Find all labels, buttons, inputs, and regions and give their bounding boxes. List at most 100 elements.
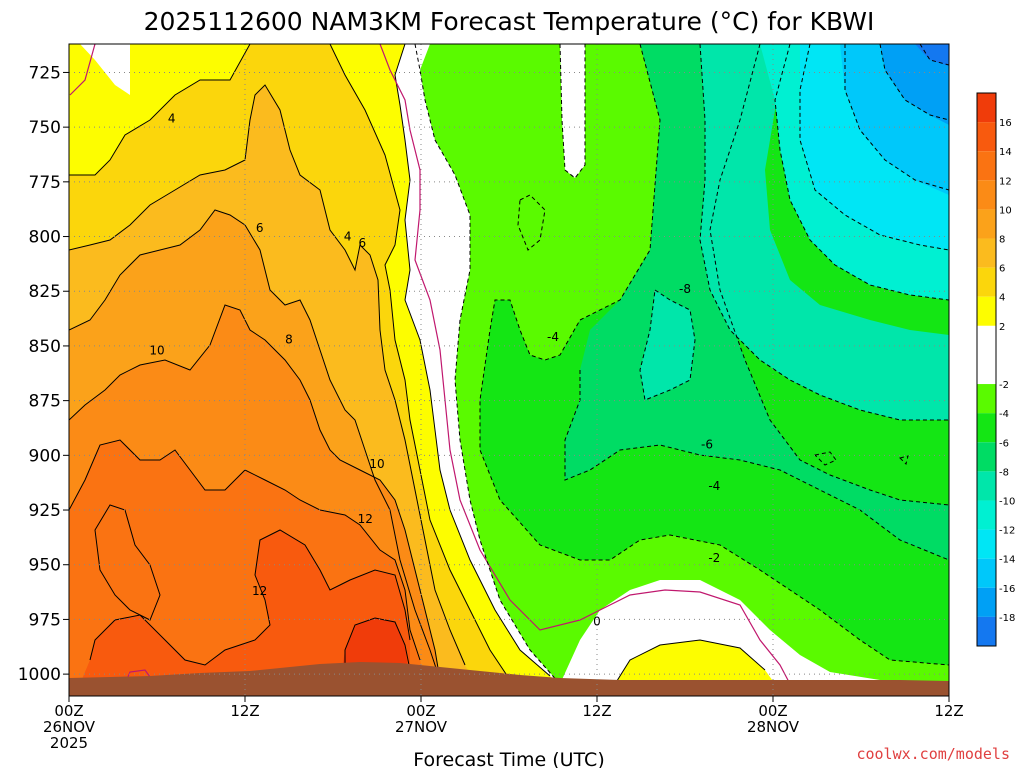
colorbar-swatch (977, 151, 996, 181)
plot-frame (68, 43, 950, 697)
plot-area (69, 44, 949, 696)
colorbar-swatch (977, 413, 996, 443)
colorbar-swatch (977, 471, 996, 501)
chart-title: 2025112600 NAM3KM Forecast Temperature (… (144, 7, 875, 36)
colorbar-label: 8 (999, 235, 1005, 246)
x-tick-label: 00Z (54, 702, 83, 720)
gridlines (69, 44, 949, 696)
band-14-16-pocket (95, 505, 160, 620)
y-tick-label: 925 (29, 501, 61, 521)
contour-label: 4 (344, 230, 352, 244)
colorbar-swatch (977, 209, 996, 239)
colorbar-swatch (977, 325, 996, 385)
band-neg14-neg16 (840, 44, 949, 195)
colorbar-swatch (977, 616, 996, 646)
band-neg18-neg20 (915, 44, 949, 66)
band-neg6-neg8 (565, 44, 949, 560)
colorbar-label: 16 (999, 118, 1012, 129)
colorbar-swatch (977, 529, 996, 559)
contour-label: 12 (358, 512, 373, 526)
x-tick-label: 12Z (582, 702, 611, 720)
contour-label: -8 (679, 282, 691, 296)
y-axis: 725 750 775 800 825 850 875 900 925 950 975 1000 (18, 63, 69, 685)
y-tick-label: 775 (29, 173, 61, 193)
y-tick-label: 950 (29, 556, 61, 576)
colorbar: 16 14 12 10 8 6 4 2 -2 -4 -6 -8 -10 -12 -14 -16 -18 (976, 92, 1015, 647)
band-2-4-late (615, 640, 775, 684)
colorbar-label: -10 (999, 496, 1015, 507)
x-tick-label: 12Z (230, 702, 259, 720)
colorbar-label: 2 (999, 322, 1005, 333)
colorbar-swatch (977, 267, 996, 297)
colorbar-label: 4 (999, 293, 1005, 304)
colorbar-label: -4 (999, 409, 1009, 420)
x-tick-label: 00Z (758, 702, 787, 720)
colorbar-label: 6 (999, 264, 1005, 275)
colorbar-label: -6 (999, 438, 1009, 449)
x-tick-label: 27NOV (395, 718, 448, 736)
band-neg8-neg10 (700, 44, 949, 420)
contour-label: 12 (252, 584, 267, 598)
x-tick-label: 2025 (50, 734, 88, 752)
band-neg10-neg12 (760, 44, 949, 300)
band-neg16-neg18 (880, 44, 949, 125)
y-tick-label: 975 (29, 610, 61, 630)
colorbar-label: -2 (999, 380, 1009, 391)
contour-label: -4 (708, 479, 720, 493)
y-tick-label: 850 (29, 337, 61, 357)
colorbar-label: -8 (999, 467, 1009, 478)
negative-contours (414, 44, 949, 685)
contour-lines (69, 44, 766, 685)
y-tick-label: 750 (29, 118, 61, 138)
y-tick-label: 1000 (18, 665, 61, 685)
x-axis-label: Forecast Time (UTC) (413, 749, 604, 768)
contour-label: -4 (547, 330, 559, 344)
colorbar-swatch (977, 500, 996, 530)
colorbar-label: -14 (999, 555, 1015, 566)
band-neg2-finger (560, 44, 585, 178)
x-tick-label: 00Z (406, 702, 435, 720)
contour-label: 6 (256, 221, 264, 235)
x-tick-label: 28NOV (747, 718, 800, 736)
x-tick-label: 12Z (934, 702, 963, 720)
colorbar-label: 14 (999, 147, 1012, 158)
band-neg8-pocket (640, 290, 695, 400)
contour-label: -6 (701, 437, 713, 451)
contour-label: 8 (285, 332, 293, 346)
colorbar-label: -18 (999, 613, 1015, 624)
colorbar-swatch (977, 238, 996, 268)
x-tick-label: 26NOV (43, 718, 96, 736)
colorbar-frame (976, 92, 997, 647)
colorbar-swatch (977, 122, 996, 152)
contour-label: 0 (593, 615, 601, 629)
contour-label: 4 (168, 111, 176, 125)
colorbar-swatch (977, 296, 996, 326)
colorbar-label: -16 (999, 584, 1015, 595)
colorbar-swatch (977, 93, 996, 123)
contour-label: 10 (149, 343, 164, 357)
band-14-16 (80, 530, 410, 684)
colorbar-label: 10 (999, 205, 1012, 216)
y-tick-label: 800 (29, 228, 61, 248)
credit-link[interactable]: coolwx.com/models (856, 745, 1010, 763)
colorbar-swatch (977, 587, 996, 617)
band-neg12-neg14 (800, 44, 949, 250)
colorbar-label: -12 (999, 526, 1015, 537)
band-neg2-neg4 (415, 44, 949, 684)
y-tick-label: 875 (29, 392, 61, 412)
colorbar-swatch (977, 442, 996, 472)
colorbar-label: 12 (999, 176, 1012, 187)
colorbar-swatch (977, 180, 996, 210)
contour-label: 10 (369, 457, 384, 471)
contour-label: 6 (359, 236, 367, 250)
contour-label: -2 (708, 551, 720, 565)
colorbar-swatch (977, 384, 996, 414)
terrain (69, 662, 949, 696)
y-tick-label: 725 (29, 63, 61, 83)
y-tick-label: 900 (29, 446, 61, 466)
colorbar-swatch (977, 558, 996, 588)
y-tick-label: 825 (29, 282, 61, 302)
